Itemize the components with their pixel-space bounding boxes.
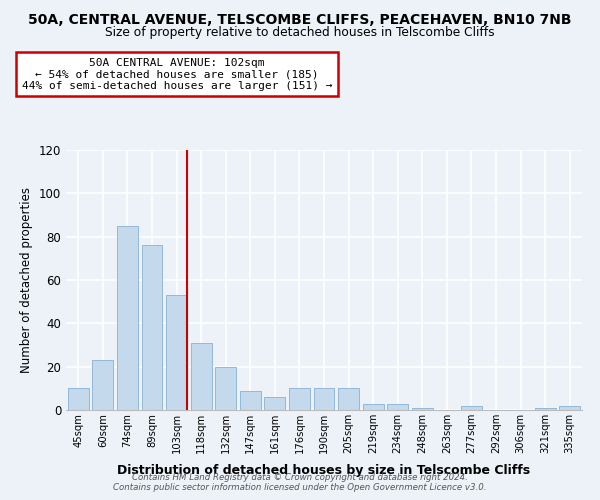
- Bar: [314, 388, 334, 410]
- Bar: [289, 388, 310, 410]
- Bar: [338, 388, 359, 410]
- Bar: [215, 366, 236, 410]
- Y-axis label: Number of detached properties: Number of detached properties: [20, 187, 33, 373]
- Bar: [92, 360, 113, 410]
- Bar: [387, 404, 408, 410]
- Bar: [461, 406, 482, 410]
- Bar: [68, 388, 89, 410]
- Bar: [535, 408, 556, 410]
- Bar: [362, 404, 383, 410]
- Bar: [559, 406, 580, 410]
- Text: Contains HM Land Registry data © Crown copyright and database right 2024.
Contai: Contains HM Land Registry data © Crown c…: [113, 473, 487, 492]
- X-axis label: Distribution of detached houses by size in Telscombe Cliffs: Distribution of detached houses by size …: [118, 464, 530, 477]
- Text: 50A, CENTRAL AVENUE, TELSCOMBE CLIFFS, PEACEHAVEN, BN10 7NB: 50A, CENTRAL AVENUE, TELSCOMBE CLIFFS, P…: [28, 12, 572, 26]
- Bar: [240, 390, 261, 410]
- Bar: [117, 226, 138, 410]
- Bar: [412, 408, 433, 410]
- Bar: [166, 295, 187, 410]
- Bar: [142, 246, 163, 410]
- Bar: [265, 397, 286, 410]
- Text: 50A CENTRAL AVENUE: 102sqm
← 54% of detached houses are smaller (185)
44% of sem: 50A CENTRAL AVENUE: 102sqm ← 54% of deta…: [22, 58, 332, 90]
- Text: Size of property relative to detached houses in Telscombe Cliffs: Size of property relative to detached ho…: [105, 26, 495, 39]
- Bar: [191, 343, 212, 410]
